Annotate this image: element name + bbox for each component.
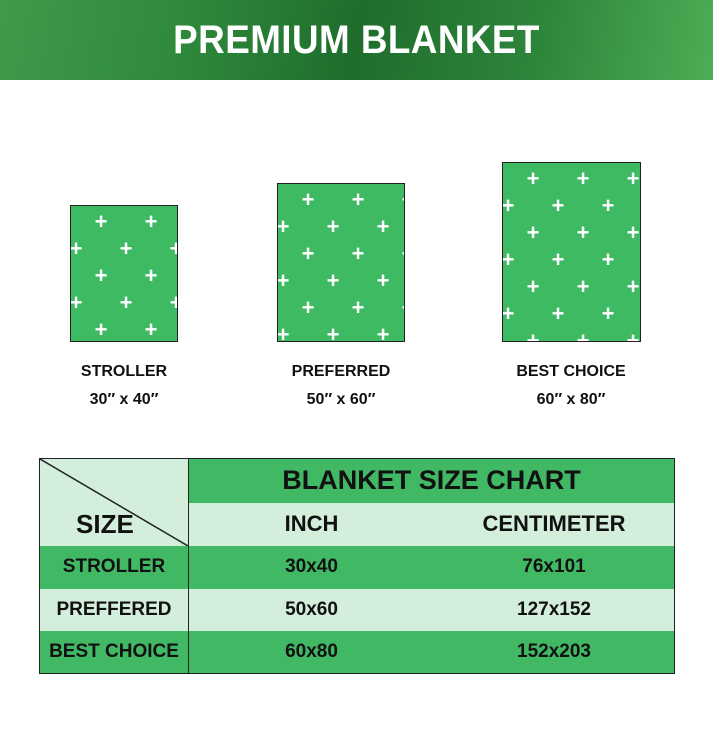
row-inch: 60x80 (285, 640, 338, 662)
table-title: BLANKET SIZE CHART (188, 458, 675, 503)
blanket-name: STROLLER (80, 363, 168, 380)
cross-pattern-icon: + (576, 274, 590, 299)
corner-cell: SIZE (39, 458, 189, 546)
page-title: PREMIUM BLANKET (173, 18, 540, 62)
cross-pattern-icon: + (601, 193, 615, 218)
cross-pattern-icon: + (144, 209, 158, 234)
cross-pattern-icon: + (626, 166, 640, 191)
row-cm: 127x152 (517, 598, 591, 620)
cross-pattern-icon: + (94, 263, 108, 288)
table-row: STROLLER 30x40 76x101 (39, 545, 675, 589)
cross-pattern-icon: + (551, 247, 565, 272)
row-cm: 76x101 (522, 556, 586, 577)
blanket-name: BEST CHOICE (516, 363, 626, 380)
cross-pattern-icon: + (277, 268, 290, 293)
cross-pattern-icon: + (626, 274, 640, 299)
cross-pattern-icon: + (277, 322, 290, 342)
column-header-inch: INCH (284, 511, 339, 536)
cross-pattern-icon: + (94, 209, 108, 234)
cross-pattern-icon: + (144, 263, 158, 288)
cross-pattern-icon: + (144, 317, 158, 342)
cross-pattern-icon: + (351, 187, 365, 212)
cross-pattern-icon: + (376, 268, 390, 293)
size-chart-table: SIZE BLANKET SIZE CHART INCH CENTIMETER … (39, 458, 675, 674)
cross-pattern-icon: + (301, 187, 315, 212)
diagonal-divider (40, 459, 188, 546)
table-row: PREFFERED 50x60 127x152 (39, 588, 675, 631)
cross-pattern-icon: + (576, 220, 590, 245)
blanket-preferred: + + + + + + + + + + + + + + + + + + (277, 183, 405, 342)
cross-pattern-icon: + (326, 214, 340, 239)
cross-pattern-icon: + (70, 236, 83, 261)
row-size: PREFFERED (39, 588, 189, 631)
cross-pattern-icon: + (402, 297, 404, 319)
cross-pattern-icon: + (576, 328, 590, 342)
cross-pattern-icon: + (376, 214, 390, 239)
cross-pattern-icon: + (601, 301, 615, 326)
header-banner: PREMIUM BLANKET (0, 0, 713, 80)
cross-pattern-icon: + (119, 290, 133, 315)
cross-pattern-icon: + (551, 301, 565, 326)
cross-pattern-icon: + (170, 238, 177, 260)
cross-pattern-icon: + (119, 236, 133, 261)
cross-pattern-icon: + (502, 301, 515, 326)
cross-pattern-icon: + (576, 166, 590, 191)
cross-pattern-icon: + (526, 274, 540, 299)
cross-pattern-icon: + (526, 328, 540, 342)
cross-pattern-icon: + (526, 220, 540, 245)
cross-pattern-icon: + (326, 268, 340, 293)
blanket-stroller: + + + + + + + + + + + + (70, 205, 178, 342)
corner-label: SIZE (76, 508, 134, 539)
blanket-size: 50″ x 60″ (306, 391, 376, 408)
cross-pattern-icon: + (277, 214, 290, 239)
cross-pattern-icon: + (626, 328, 640, 342)
cross-pattern-icon: + (601, 247, 615, 272)
blanket-size: 30″ x 40″ (89, 391, 159, 408)
cross-pattern-icon: + (502, 193, 515, 218)
cross-pattern-icon: + (626, 220, 640, 245)
row-inch: 30x40 (285, 556, 338, 577)
cross-pattern-icon: + (170, 292, 177, 314)
blanket-size: 60″ x 80″ (536, 391, 606, 408)
row-size: BEST CHOICE (39, 630, 189, 674)
column-header-cm: CENTIMETER (482, 511, 626, 536)
cross-pattern-icon: + (351, 295, 365, 320)
cross-pattern-icon: + (94, 317, 108, 342)
cross-pattern-icon: + (70, 290, 83, 315)
blanket-best-choice: + + + + + + + + + + + + + + + + + + + + + (502, 162, 641, 342)
cross-pattern-icon: + (376, 322, 390, 342)
cross-pattern-icon: + (301, 295, 315, 320)
cross-pattern-icon: + (351, 241, 365, 266)
cross-pattern-icon: + (402, 189, 404, 211)
row-cm: 152x203 (517, 640, 591, 662)
row-size: STROLLER (39, 545, 189, 589)
cross-pattern-icon: + (551, 193, 565, 218)
cross-pattern-icon: + (502, 247, 515, 272)
cross-pattern-icon: + (402, 243, 404, 265)
row-inch: 50x60 (285, 598, 338, 620)
blanket-name: PREFERRED (291, 363, 391, 380)
table-row: BEST CHOICE 60x80 152x203 (39, 630, 675, 674)
cross-pattern-icon: + (326, 322, 340, 342)
cross-pattern-icon: + (526, 166, 540, 191)
cross-pattern-icon: + (301, 241, 315, 266)
